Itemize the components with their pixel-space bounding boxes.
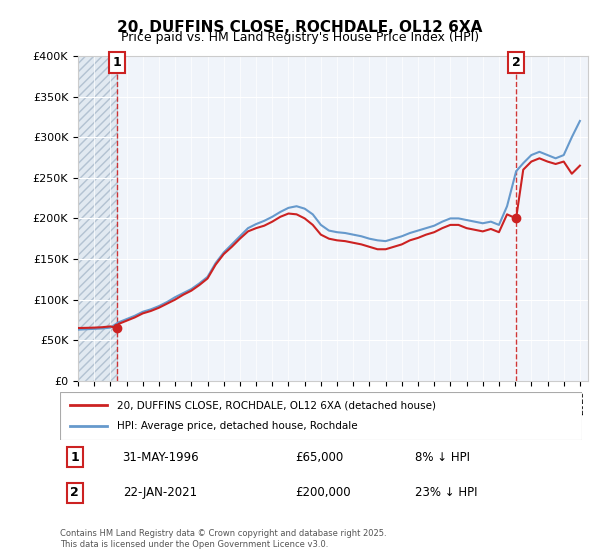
Text: 31-MAY-1996: 31-MAY-1996 — [122, 451, 199, 464]
Text: 8% ↓ HPI: 8% ↓ HPI — [415, 451, 470, 464]
Text: 23% ↓ HPI: 23% ↓ HPI — [415, 486, 478, 500]
Text: 2: 2 — [70, 486, 79, 500]
Bar — [117, 56, 588, 381]
Text: Price paid vs. HM Land Registry's House Price Index (HPI): Price paid vs. HM Land Registry's House … — [121, 31, 479, 44]
Text: HPI: Average price, detached house, Rochdale: HPI: Average price, detached house, Roch… — [118, 421, 358, 431]
Bar — [78, 56, 117, 381]
Text: 2: 2 — [512, 56, 520, 69]
Text: £65,000: £65,000 — [295, 451, 343, 464]
Text: £200,000: £200,000 — [295, 486, 350, 500]
Text: Contains HM Land Registry data © Crown copyright and database right 2025.
This d: Contains HM Land Registry data © Crown c… — [60, 529, 386, 549]
FancyBboxPatch shape — [60, 392, 582, 440]
Bar — [78, 56, 117, 381]
Text: 20, DUFFINS CLOSE, ROCHDALE, OL12 6XA: 20, DUFFINS CLOSE, ROCHDALE, OL12 6XA — [118, 20, 482, 35]
Text: 20, DUFFINS CLOSE, ROCHDALE, OL12 6XA (detached house): 20, DUFFINS CLOSE, ROCHDALE, OL12 6XA (d… — [118, 400, 436, 410]
Text: 1: 1 — [113, 56, 122, 69]
Text: 22-JAN-2021: 22-JAN-2021 — [122, 486, 197, 500]
Text: 1: 1 — [70, 451, 79, 464]
